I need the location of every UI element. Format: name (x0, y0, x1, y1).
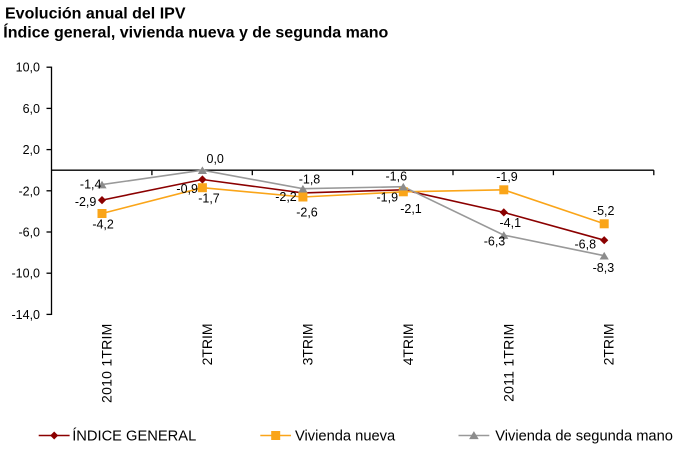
svg-text:-1,9: -1,9 (377, 190, 399, 204)
svg-text:6,0: 6,0 (23, 102, 40, 116)
svg-text:-6,8: -6,8 (575, 237, 597, 251)
svg-text:-1,9: -1,9 (496, 170, 518, 184)
svg-text:-6,0: -6,0 (18, 226, 40, 240)
svg-text:Evolución anual del IPV: Evolución anual del IPV (5, 5, 186, 22)
svg-text:Índice general, vivienda nueva: Índice general, vivienda nueva y de segu… (3, 23, 388, 42)
svg-text:-6,3: -6,3 (484, 235, 506, 249)
svg-text:-2,2: -2,2 (275, 190, 297, 204)
svg-text:-4,2: -4,2 (92, 217, 114, 231)
svg-text:-0,9: -0,9 (176, 182, 198, 196)
svg-text:-2,1: -2,1 (400, 202, 422, 216)
svg-text:-14,0: -14,0 (12, 308, 41, 322)
svg-text:-10,0: -10,0 (12, 267, 41, 281)
svg-text:-8,3: -8,3 (593, 261, 615, 275)
svg-text:4TRIM: 4TRIM (400, 323, 416, 365)
svg-text:0,0: 0,0 (207, 152, 224, 166)
svg-text:-2,6: -2,6 (296, 205, 318, 219)
svg-text:-1,6: -1,6 (386, 169, 408, 183)
svg-text:-4,1: -4,1 (500, 216, 522, 230)
svg-text:Vivienda de segunda mano: Vivienda de segunda mano (495, 429, 673, 445)
svg-text:ÍNDICE GENERAL: ÍNDICE GENERAL (72, 428, 196, 445)
svg-text:2TRIM: 2TRIM (601, 323, 617, 365)
svg-text:-1,8: -1,8 (299, 172, 321, 186)
svg-text:-2,0: -2,0 (18, 184, 40, 198)
svg-text:2011 1TRIM: 2011 1TRIM (500, 323, 516, 402)
svg-text:2TRIM: 2TRIM (199, 323, 215, 365)
svg-text:-2,9: -2,9 (75, 195, 97, 209)
svg-text:3TRIM: 3TRIM (299, 323, 315, 365)
svg-text:Vivienda nueva: Vivienda nueva (295, 429, 396, 445)
svg-text:10,0: 10,0 (16, 61, 40, 75)
svg-text:2010 1TRIM: 2010 1TRIM (99, 323, 115, 403)
svg-text:2,0: 2,0 (23, 143, 40, 157)
svg-text:-1,4: -1,4 (80, 178, 102, 192)
svg-text:-1,7: -1,7 (198, 191, 220, 205)
svg-text:-5,2: -5,2 (593, 204, 615, 218)
